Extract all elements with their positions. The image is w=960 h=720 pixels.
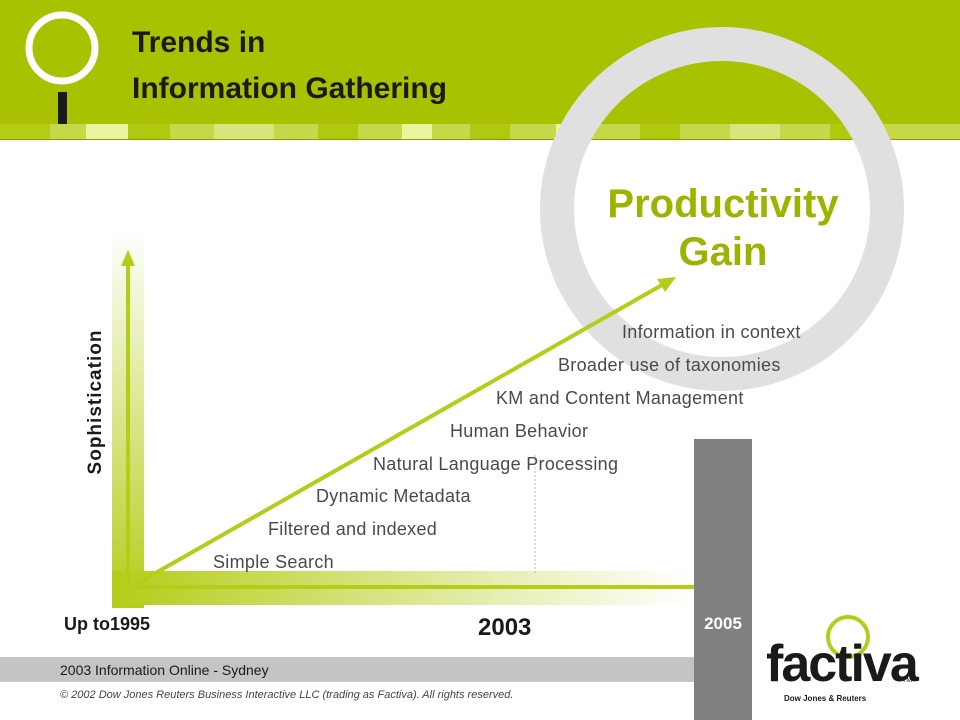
- headline-line-1: Productivity: [607, 182, 839, 226]
- factiva-logo-wordmark: factiva: [766, 635, 919, 693]
- stage-label-2: Filtered and indexed: [268, 519, 438, 539]
- x-label-end: 2005: [704, 614, 742, 633]
- stage-label-4: Natural Language Processing: [373, 454, 619, 474]
- year-2005-bar: [694, 439, 752, 720]
- footer-event-text: 2003 Information Online - Sydney: [60, 662, 269, 678]
- stage-label-3: Dynamic Metadata: [316, 486, 471, 506]
- logo-stem-icon: [58, 92, 67, 124]
- stage-label-7: Broader use of taxonomies: [558, 355, 781, 375]
- slide-title-line-1: Trends in: [132, 26, 266, 59]
- stage-label-8: Information in context: [622, 322, 801, 342]
- y-axis-arrowhead-icon: [121, 250, 135, 266]
- footer-band: [0, 657, 694, 682]
- trend-arrow-line: [137, 283, 663, 585]
- slide-title-line-2: Information Gathering: [132, 72, 447, 105]
- stage-label-1: Simple Search: [213, 552, 334, 572]
- productivity-ring: [540, 27, 904, 391]
- stage-label-5: Human Behavior: [450, 421, 589, 441]
- stage-label-6: KM and Content Management: [496, 388, 744, 408]
- headline-line-2: Gain: [678, 230, 768, 274]
- factiva-logo-tm: TM: [902, 677, 913, 684]
- x-label-middle: 2003: [478, 614, 532, 641]
- copyright-text: © 2002 Dow Jones Reuters Business Intera…: [60, 689, 514, 701]
- factiva-ring-icon: [826, 615, 870, 659]
- logo-ring-icon: [25, 11, 99, 85]
- productivity-gain-headline: Productivity Gain: [592, 180, 854, 276]
- x-label-start: Up to1995: [64, 614, 151, 634]
- logo-mark-top: [25, 11, 99, 124]
- trend-arrowhead-icon: [657, 277, 676, 292]
- factiva-logo-tagline: Dow Jones & Reuters: [784, 694, 867, 703]
